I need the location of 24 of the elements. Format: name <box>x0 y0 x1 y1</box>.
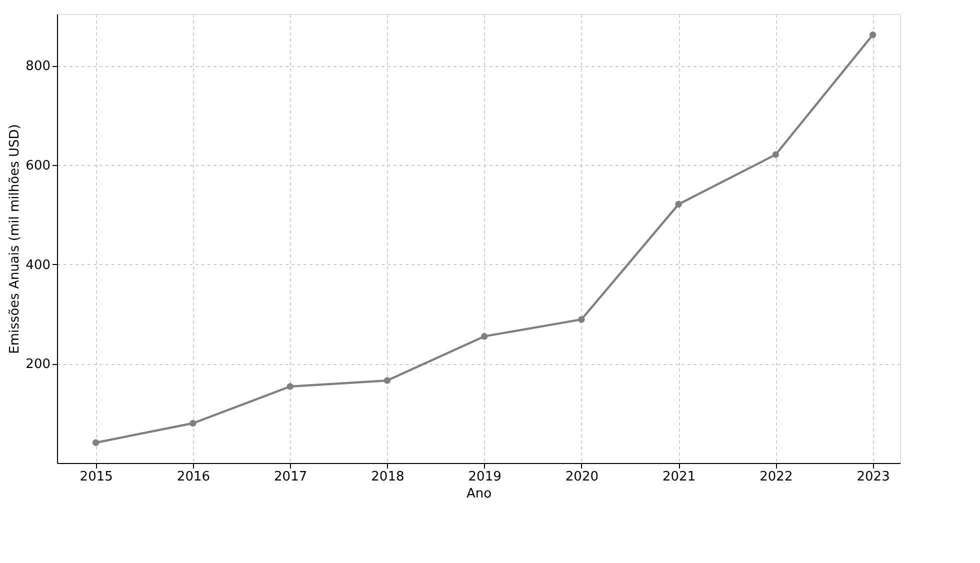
x-tick-label: 2015 <box>80 470 113 484</box>
point <box>286 383 294 390</box>
y-tick-label: 800 <box>26 59 50 74</box>
y-axis-title: Emissões Anuais (mil milhões USD) <box>8 124 23 354</box>
x-axis-title: Ano <box>466 486 492 502</box>
point <box>92 439 100 446</box>
x-tick-label: 2021 <box>662 470 696 484</box>
x-tick-label: 2017 <box>274 470 308 484</box>
x-tick-label: 2020 <box>565 470 598 484</box>
point <box>772 151 780 158</box>
x-tick-label: 2022 <box>760 470 793 484</box>
x-tick-label: 2019 <box>468 470 502 484</box>
point <box>480 333 488 340</box>
y-tick-label: 600 <box>26 158 50 174</box>
y-tick-label: 200 <box>26 357 50 372</box>
x-tick-label: 2023 <box>856 470 890 484</box>
point <box>190 420 196 427</box>
point <box>675 200 682 208</box>
x-tick-label: 2018 <box>371 470 404 484</box>
y-tick-label: 400 <box>26 258 50 273</box>
point <box>869 32 876 38</box>
point <box>384 377 391 384</box>
x-tick-label: 2016 <box>176 470 210 484</box>
point <box>578 316 585 323</box>
